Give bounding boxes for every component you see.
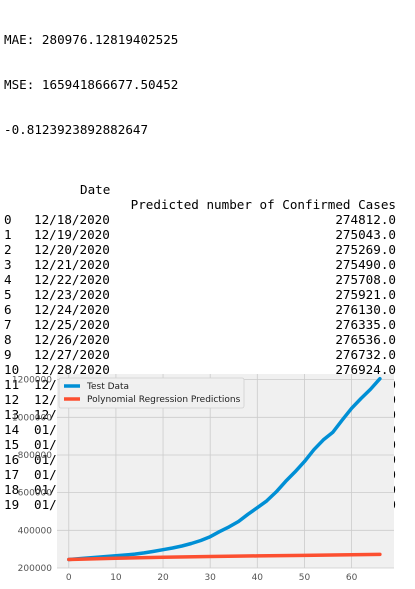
dataframe-row: 2 12/20/2020 275269.0 <box>4 242 396 257</box>
row-index: 1 <box>4 227 12 242</box>
dataframe-row: 1 12/19/2020 275043.0 <box>4 227 396 242</box>
series-line-2 <box>67 552 382 562</box>
row-index: 2 <box>4 242 12 257</box>
row-index: 10 <box>4 362 20 377</box>
r2-score-line: -0.8123923892882647 <box>4 122 149 137</box>
legend-entry: Polynomial Regression Predictions <box>87 395 241 405</box>
x-tick-label: 40 <box>252 573 264 583</box>
dataframe-row: 0 12/18/2020 274812.0 <box>4 212 396 227</box>
mae-line: MAE: 280976.12819402525 <box>4 32 179 47</box>
row-index: 19 <box>4 497 20 512</box>
row-index: 5 <box>4 287 12 302</box>
dataframe-row: 8 12/26/2020 276536.0 <box>4 332 396 347</box>
row-value: 275043.0 <box>335 227 396 242</box>
column-header-date: Date <box>80 182 111 197</box>
row-value: 276536.0 <box>335 332 396 347</box>
axis-ticks: 0 10 20 30 40 50 60 200000 400000 600000 800000 100… <box>12 376 358 583</box>
row-date: 12/22/2020 <box>34 272 110 287</box>
row-value: 274812.0 <box>335 212 396 227</box>
row-date: 12/18/2020 <box>34 212 110 227</box>
row-value: 276130.0 <box>335 302 396 317</box>
row-index: 16 <box>4 452 20 467</box>
legend-entry: Test Data <box>86 382 129 392</box>
column-header-predicted: Predicted number of Confirmed Cases <box>130 197 396 212</box>
row-value: 275490.0 <box>335 257 396 272</box>
row-date: 12/24/2020 <box>34 302 110 317</box>
dataframe-header: Date Predicted number of Confirmed Cases <box>4 167 396 212</box>
legend: Test Data Polynomial Regression Predictio… <box>58 377 245 409</box>
row-index: 4 <box>4 272 12 287</box>
row-value: 275708.0 <box>335 272 396 287</box>
series-line-1 <box>67 376 382 562</box>
dataframe-row: 7 12/25/2020 276335.0 <box>4 317 396 332</box>
row-value: 276924.0 <box>335 362 396 377</box>
dataframe-row: 4 12/22/2020 275708.0 <box>4 272 396 287</box>
x-tick-label: 30 <box>204 573 216 583</box>
dataframe-row: 9 12/27/2020 276732.0 <box>4 347 396 362</box>
y-tick-label: 1000000 <box>12 413 52 423</box>
mse-line: MSE: 165941866677.50452 <box>4 77 179 92</box>
row-index: 17 <box>4 467 20 482</box>
row-date: 12/25/2020 <box>34 317 110 332</box>
row-date: 12/26/2020 <box>34 332 110 347</box>
row-date: 12/21/2020 <box>34 257 110 272</box>
row-index: 7 <box>4 317 12 332</box>
x-tick-label: 60 <box>346 573 358 583</box>
row-date: 12/20/2020 <box>34 242 110 257</box>
x-tick-label: 10 <box>110 573 122 583</box>
dataframe-row: 5 12/23/2020 275921.0 <box>4 287 396 302</box>
dataframe-row: 10 12/28/2020 276924.0 <box>4 362 396 377</box>
row-index: 13 <box>4 407 20 422</box>
y-tick-label: 400000 <box>18 526 53 536</box>
x-tick-label: 20 <box>157 573 169 583</box>
y-tick-label: 200000 <box>18 564 53 574</box>
row-index: 12 <box>4 392 20 407</box>
row-index: 8 <box>4 332 12 347</box>
row-value: 276732.0 <box>335 347 396 362</box>
row-value: 276335.0 <box>335 317 396 332</box>
row-index: 18 <box>4 482 20 497</box>
series-lines <box>67 376 382 562</box>
y-tick-label: 600000 <box>18 489 53 499</box>
prediction-chart: 0 10 20 30 40 50 60 200000 400000 600000 800000 100… <box>12 374 394 583</box>
row-index: 14 <box>4 422 20 437</box>
row-index: 6 <box>4 302 12 317</box>
row-date: 12/27/2020 <box>34 347 110 362</box>
row-date: 12/23/2020 <box>34 287 110 302</box>
row-date: 12/19/2020 <box>34 227 110 242</box>
row-value: 275269.0 <box>335 242 396 257</box>
y-tick-label: 800000 <box>18 451 53 461</box>
y-tick-label: 1200000 <box>12 376 52 386</box>
x-tick-label: 50 <box>299 573 311 583</box>
row-index: 11 <box>4 377 20 392</box>
legend-box <box>58 377 245 409</box>
dataframe-row: 3 12/21/2020 275490.0 <box>4 257 396 272</box>
row-index: 3 <box>4 257 12 272</box>
row-index: 15 <box>4 437 20 452</box>
row-value: 275921.0 <box>335 287 396 302</box>
row-index: 0 <box>4 212 12 227</box>
dataframe-row: 6 12/24/2020 276130.0 <box>4 302 396 317</box>
row-date: 12/28/2020 <box>34 362 110 377</box>
x-tick-label: 0 <box>66 573 72 583</box>
row-index: 9 <box>4 347 12 362</box>
